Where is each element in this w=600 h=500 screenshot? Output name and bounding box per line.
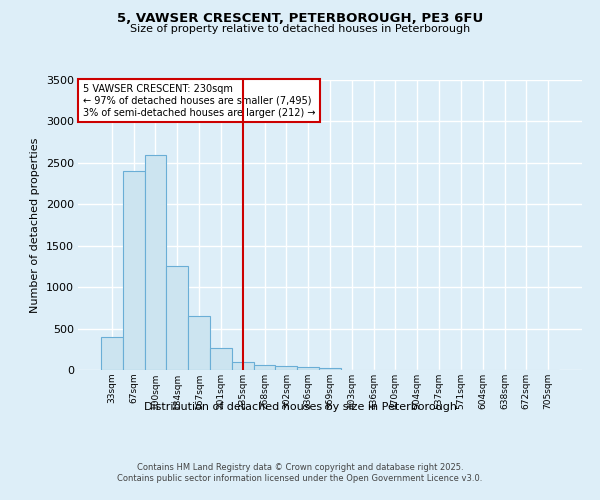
Bar	[232, 362, 254, 370]
Bar	[123, 171, 145, 370]
Bar	[188, 316, 210, 370]
Text: Distribution of detached houses by size in Peterborough: Distribution of detached houses by size …	[143, 402, 457, 412]
Text: 5, VAWSER CRESCENT, PETERBOROUGH, PE3 6FU: 5, VAWSER CRESCENT, PETERBOROUGH, PE3 6F…	[117, 12, 483, 26]
Bar	[319, 368, 341, 370]
Bar	[297, 367, 319, 370]
Bar	[210, 348, 232, 370]
Text: Size of property relative to detached houses in Peterborough: Size of property relative to detached ho…	[130, 24, 470, 34]
Bar	[275, 366, 297, 370]
Text: Contains public sector information licensed under the Open Government Licence v3: Contains public sector information licen…	[118, 474, 482, 483]
Bar	[101, 337, 123, 370]
Text: 5 VAWSER CRESCENT: 230sqm
← 97% of detached houses are smaller (7,495)
3% of sem: 5 VAWSER CRESCENT: 230sqm ← 97% of detac…	[83, 84, 316, 117]
Bar	[145, 154, 166, 370]
Bar	[166, 266, 188, 370]
Bar	[254, 366, 275, 370]
Y-axis label: Number of detached properties: Number of detached properties	[30, 138, 40, 312]
Text: Contains HM Land Registry data © Crown copyright and database right 2025.: Contains HM Land Registry data © Crown c…	[137, 462, 463, 471]
